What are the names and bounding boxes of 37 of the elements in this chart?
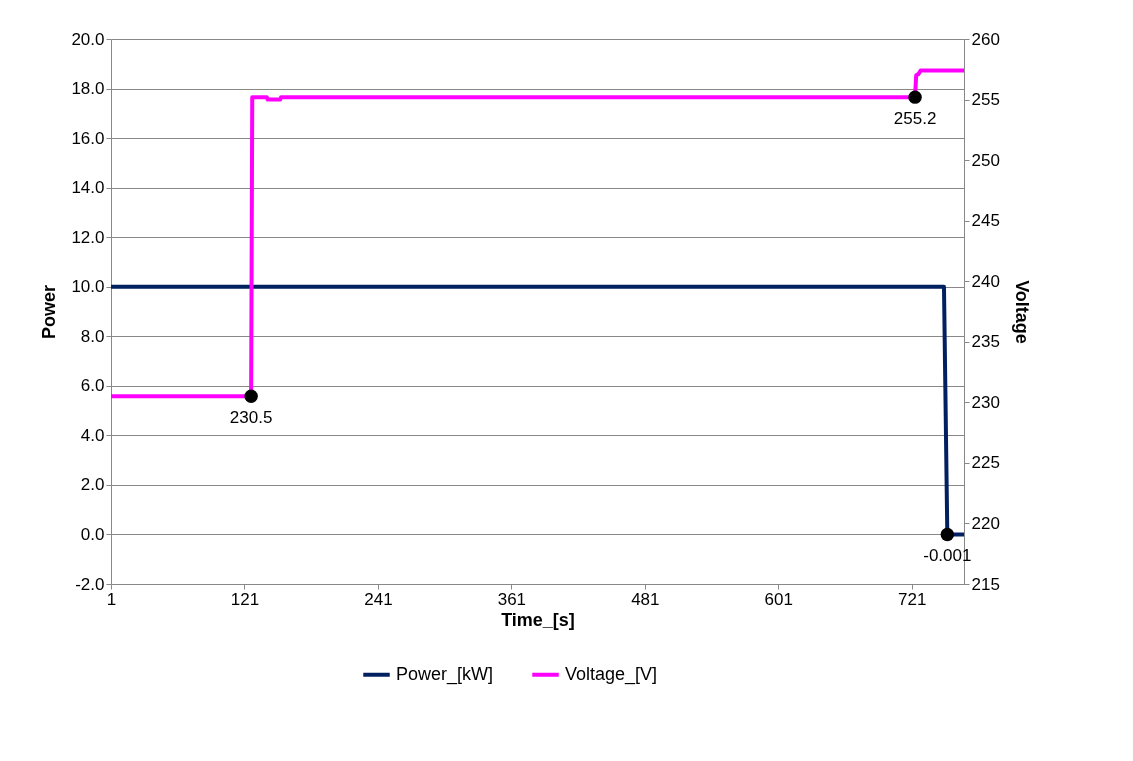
x-tick-label: 481: [631, 589, 660, 609]
y-tick-label: 18.0: [71, 79, 105, 99]
y-tick-label: 0.0: [80, 524, 105, 544]
x-tick-label: 601: [764, 589, 793, 609]
data-label: 230.5: [229, 408, 273, 428]
y-tick-label: 4.0: [80, 425, 105, 445]
x-tick-label: 361: [497, 589, 527, 609]
y-tick-label: 12.0: [71, 227, 105, 247]
y-axis-title: Power: [39, 284, 60, 340]
x-tick-label: 241: [364, 589, 393, 609]
y2-tick-label: 230: [971, 392, 1000, 412]
y2-tick-label: 220: [971, 513, 1000, 533]
data-label: 255.2: [893, 109, 937, 129]
y2-tick-label: 260: [971, 29, 1000, 49]
y-tick-label: 2.0: [80, 475, 105, 495]
x-tick-label: 721: [898, 589, 927, 609]
x-tick-label: 1: [106, 589, 117, 609]
y2-tick-label: 235: [971, 332, 1000, 352]
y2-tick-label: 215: [971, 574, 1000, 594]
data-label: -0.001: [923, 546, 972, 566]
y-tick-label: 20.0: [71, 29, 105, 49]
x-axis-title: Time_[s]: [501, 609, 575, 630]
y-tick-label: 14.0: [71, 178, 105, 198]
y-tick-label: 16.0: [71, 128, 105, 148]
x-tick-label: 121: [230, 589, 260, 609]
y-tick-label: -2.0: [75, 574, 105, 594]
legend-label: Voltage_[V]: [565, 663, 658, 685]
legend-label: Power_[kW]: [396, 663, 494, 685]
y2-tick-label: 225: [971, 453, 1000, 473]
y-tick-label: 8.0: [80, 326, 105, 346]
y2-tick-label: 250: [971, 150, 1000, 170]
y2-tick-label: 240: [971, 271, 1000, 291]
y2-tick-label: 245: [971, 211, 1000, 231]
y2-tick-label: 255: [971, 90, 1000, 110]
y2-axis-title: Voltage: [1011, 280, 1032, 344]
y-tick-label: 6.0: [80, 376, 105, 396]
y-tick-label: 10.0: [71, 277, 105, 297]
